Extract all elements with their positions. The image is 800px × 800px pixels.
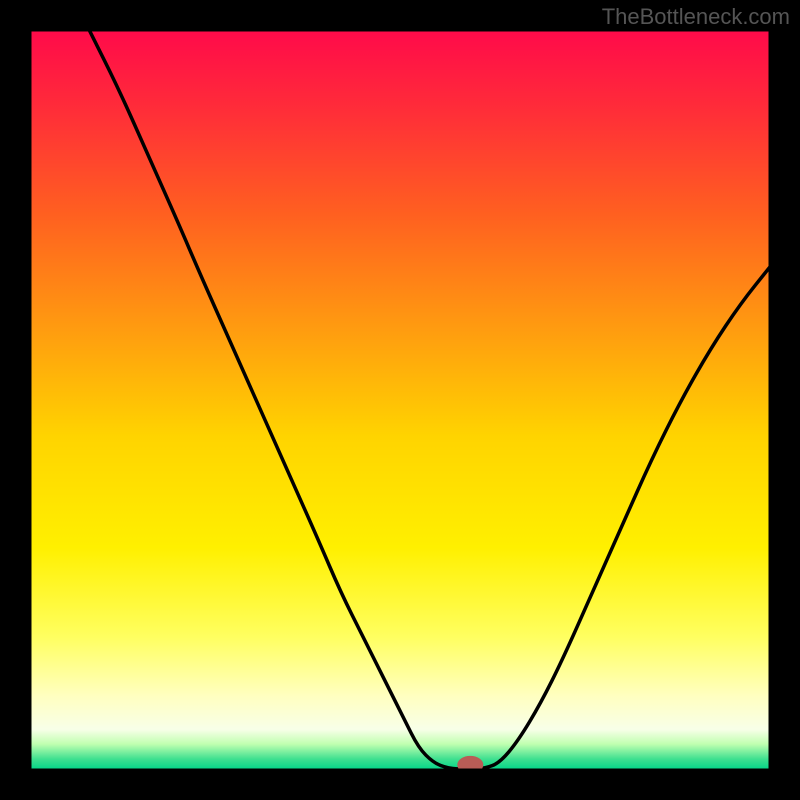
chart-container: TheBottleneck.com [0, 0, 800, 800]
watermark: TheBottleneck.com [602, 4, 790, 30]
bottleneck-chart [0, 0, 800, 800]
